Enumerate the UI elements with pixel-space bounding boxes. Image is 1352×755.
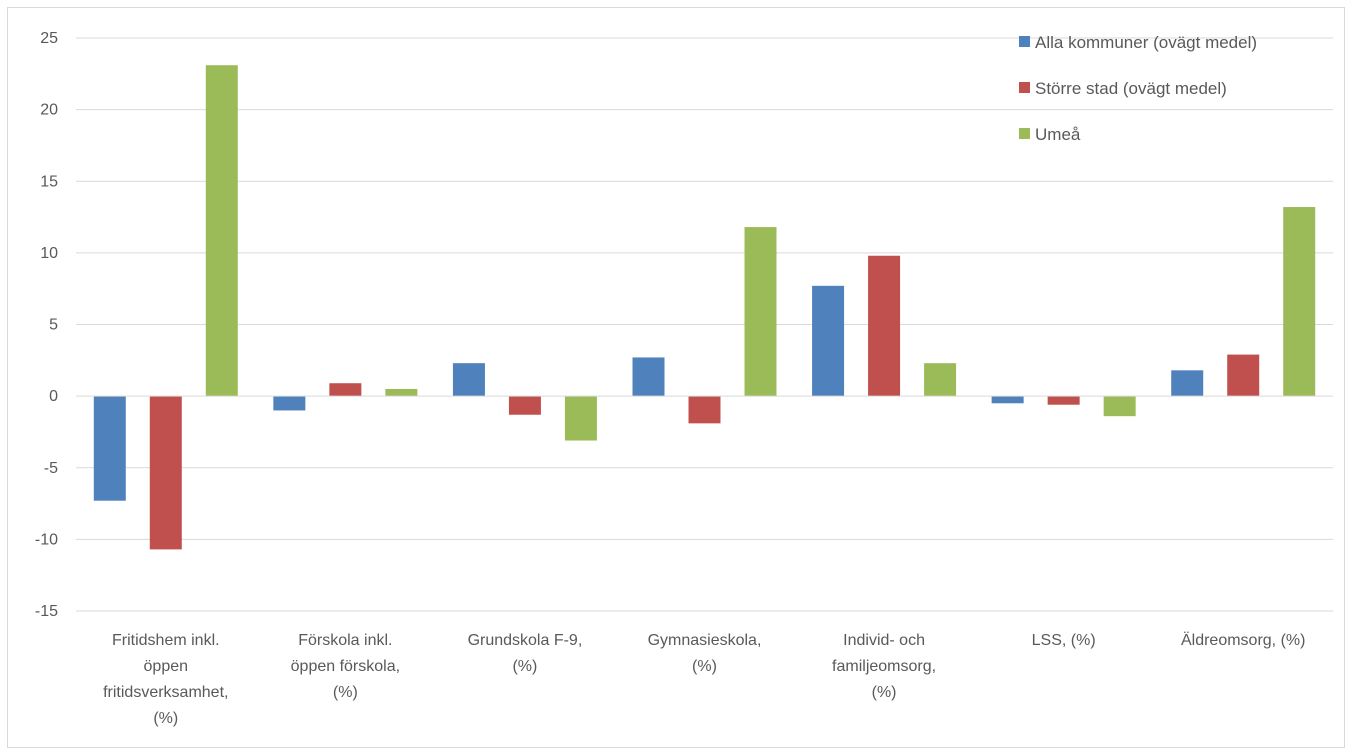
bar (1047, 396, 1080, 405)
x-category-label: Fritidshem inkl. öppen fritidsverksamhet,(… (103, 632, 228, 727)
x-category-label: Individ- och familjeomsorg, (%) (832, 632, 936, 701)
bar (385, 388, 418, 397)
bar (452, 363, 485, 397)
x-axis-category-labels: Fritidshem inkl. öppen fritidsverksamhet,(… (103, 631, 1305, 727)
bar (273, 396, 306, 411)
legend-swatch (1019, 128, 1030, 139)
y-tick-label: 15 (40, 173, 58, 190)
y-tick-label: -5 (44, 460, 58, 477)
bar (564, 396, 597, 441)
y-tick-label: -15 (35, 603, 58, 620)
bars (93, 65, 1316, 550)
bar (868, 255, 901, 397)
bar (812, 285, 845, 397)
y-tick-label: 5 (49, 317, 58, 334)
bar (149, 396, 182, 550)
y-tick-label: -10 (35, 531, 58, 548)
legend-swatch (1019, 82, 1030, 93)
bar (1103, 396, 1136, 417)
legend-label: Umeå (1035, 125, 1081, 144)
legend: Alla kommuner (ovägt medel) Större stad (… (1019, 33, 1257, 144)
legend-label: Alla kommuner (ovägt medel) (1035, 33, 1257, 52)
bar (1171, 370, 1204, 397)
bar (1227, 354, 1260, 397)
bar (1283, 207, 1316, 397)
y-tick-label: 20 (40, 102, 58, 119)
bar (329, 383, 362, 397)
x-category-label: Gymnasieskola, (%) (648, 632, 762, 675)
bar (508, 396, 541, 415)
bar (744, 227, 777, 397)
bar (991, 396, 1024, 404)
x-category-label: Grundskola F-9, (%) (468, 632, 583, 675)
x-category-label: Äldreomsorg, (%) (1181, 631, 1305, 649)
y-tick-label: 25 (40, 30, 58, 47)
x-category-label: LSS, (%) (1032, 632, 1096, 649)
gridlines (76, 37, 1333, 612)
bar (688, 396, 721, 424)
legend-label: Större stad (ovägt medel) (1035, 79, 1227, 98)
y-tick-label: 10 (40, 245, 58, 262)
bar (205, 65, 238, 397)
y-axis-tick-labels: -15 -10 -5 0 5 10 15 20 25 (35, 30, 58, 620)
x-category-label: Förskola inkl. öppen förskola, (%) (291, 632, 400, 701)
legend-swatch (1019, 36, 1030, 47)
bar (924, 363, 957, 397)
bar (93, 396, 126, 501)
bar (632, 357, 665, 397)
y-tick-label: 0 (49, 388, 58, 405)
